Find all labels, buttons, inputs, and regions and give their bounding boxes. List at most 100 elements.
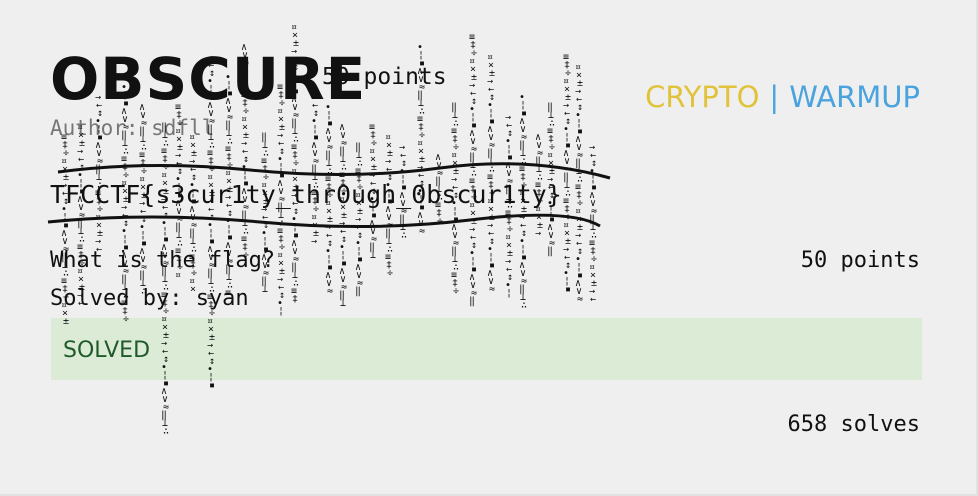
svg-text:⊥: ⊥ (488, 156, 494, 167)
svg-text:×: × (292, 30, 298, 41)
svg-text:÷: ÷ (507, 224, 513, 235)
svg-text:×: × (576, 70, 582, 81)
svg-text:×: × (470, 208, 476, 219)
svg-text:⊥: ⊥ (190, 236, 196, 247)
svg-text:∨: ∨ (162, 394, 168, 405)
svg-text:∴: ∴ (141, 142, 147, 153)
svg-text:‡: ‡ (226, 152, 232, 163)
svg-text:∙: ∙ (563, 268, 569, 279)
svg-text:∙: ∙ (519, 92, 525, 103)
svg-text:¤: ¤ (505, 232, 511, 243)
svg-text:∧: ∧ (339, 122, 345, 133)
svg-text:▪: ▪ (227, 232, 233, 243)
svg-text:▪: ▪ (577, 270, 583, 281)
svg-text:→: → (355, 214, 361, 225)
svg-text:¦: ¦ (162, 226, 168, 237)
svg-text:∴: ∴ (123, 146, 129, 157)
svg-text:∙: ∙ (121, 226, 127, 237)
svg-text:×: × (564, 84, 570, 95)
svg-text:∴: ∴ (401, 230, 407, 241)
svg-text:≡: ≡ (207, 148, 213, 159)
svg-text:≡: ≡ (369, 122, 375, 133)
svg-text:¦: ¦ (326, 254, 332, 265)
svg-text:∴: ∴ (209, 140, 215, 151)
svg-text:↕: ↕ (565, 116, 571, 127)
svg-text:▪: ▪ (471, 264, 477, 275)
svg-text:‖: ‖ (189, 228, 195, 239)
svg-text:→: → (311, 236, 317, 247)
category-tag-crypto: CRYPTO (645, 80, 760, 114)
svg-text:¦: ¦ (470, 256, 476, 267)
svg-text:∙: ∙ (277, 298, 283, 309)
svg-text:∧: ∧ (487, 124, 493, 135)
svg-text:±: ± (341, 210, 347, 221)
svg-text:≡: ≡ (505, 208, 511, 219)
svg-text:≈: ≈ (489, 140, 495, 151)
svg-text:⊥: ⊥ (292, 126, 298, 137)
svg-text:≈: ≈ (341, 138, 347, 149)
svg-text:≈: ≈ (577, 294, 583, 305)
svg-text:∴: ∴ (79, 234, 85, 245)
svg-text:‖: ‖ (369, 242, 375, 253)
svg-text:∧: ∧ (575, 134, 581, 145)
svg-text:⊥: ⊥ (520, 292, 526, 303)
svg-text:±: ± (327, 214, 333, 225)
svg-text:‖: ‖ (451, 102, 457, 113)
svg-text:↕: ↕ (279, 290, 285, 301)
svg-text:∙: ∙ (161, 218, 167, 229)
svg-text:→: → (417, 162, 423, 173)
svg-text:≡: ≡ (451, 270, 457, 281)
svg-text:∙: ∙ (291, 214, 297, 225)
svg-text:∨: ∨ (326, 134, 332, 145)
svg-text:÷: ÷ (279, 242, 285, 253)
svg-text:∙: ∙ (261, 228, 267, 239)
svg-text:¦: ¦ (226, 224, 232, 235)
svg-text:×: × (312, 220, 318, 231)
svg-text:←: ← (356, 222, 362, 233)
svg-text:‖: ‖ (225, 120, 231, 131)
svg-text:∴: ∴ (419, 106, 425, 117)
svg-text:×: × (576, 214, 582, 225)
svg-text:×: × (62, 164, 68, 175)
svg-text:←: ← (590, 150, 596, 161)
svg-text:↕: ↕ (163, 210, 169, 221)
svg-text:∙: ∙ (339, 242, 345, 253)
svg-text:÷: ÷ (387, 268, 393, 279)
svg-text:≡: ≡ (575, 182, 581, 193)
svg-text:¦: ¦ (576, 262, 582, 273)
svg-text:‖: ‖ (469, 296, 475, 307)
svg-text:←: ← (176, 158, 182, 169)
svg-text:±: ± (565, 236, 571, 247)
svg-text:¤: ¤ (277, 250, 283, 261)
svg-text:‡: ‡ (548, 134, 554, 145)
svg-text:÷: ÷ (141, 166, 147, 177)
svg-text:▪: ▪ (565, 284, 571, 295)
svg-text:→: → (399, 142, 405, 153)
svg-text:≈: ≈ (177, 214, 183, 225)
svg-text:∙: ∙ (325, 246, 331, 257)
svg-text:∨: ∨ (292, 246, 298, 257)
svg-text:∴: ∴ (293, 134, 299, 145)
svg-text:∙: ∙ (589, 166, 595, 177)
svg-text:∴: ∴ (591, 230, 597, 241)
svg-text:∙: ∙ (207, 220, 213, 231)
svg-text:▪: ▪ (293, 230, 299, 241)
svg-text:‖: ‖ (261, 132, 267, 143)
svg-text:×: × (418, 146, 424, 157)
svg-text:¤: ¤ (469, 56, 475, 67)
svg-text:⊥: ⊥ (78, 226, 84, 237)
svg-text:∙: ∙ (487, 244, 493, 255)
svg-text:÷: ÷ (549, 142, 555, 153)
svg-text:×: × (278, 258, 284, 269)
svg-text:→: → (469, 80, 475, 91)
svg-text:∙: ∙ (469, 248, 475, 259)
svg-text:→: → (469, 224, 475, 235)
flag-text[interactable]: TFCCTF{s3cur1ty_thr0ugh_0bscur1ty} (50, 180, 562, 209)
svg-text:→: → (95, 236, 101, 247)
svg-text:↕: ↕ (279, 146, 285, 157)
svg-text:↕: ↕ (177, 166, 183, 177)
svg-text:≡: ≡ (451, 126, 457, 137)
challenge-author: Author: sdfll (50, 116, 215, 140)
solved-by: Solved by: syan (50, 286, 249, 311)
